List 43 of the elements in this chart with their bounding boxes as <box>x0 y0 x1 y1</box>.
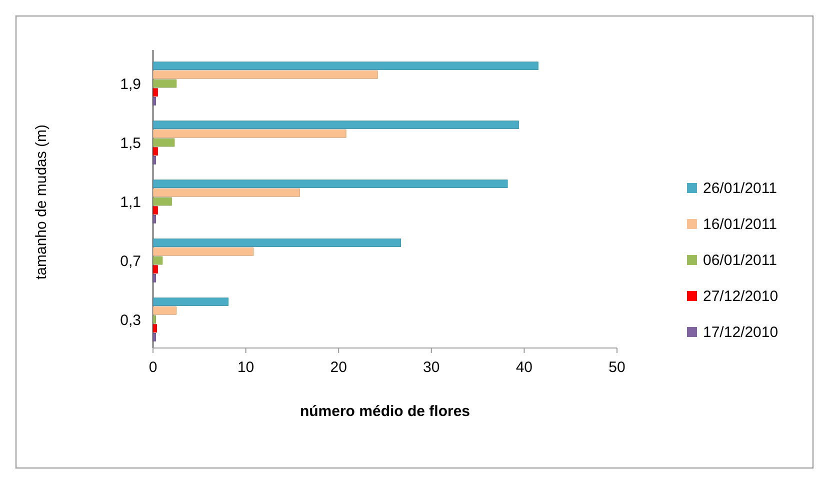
bar <box>152 79 176 88</box>
y-tick-label: 1,9 <box>120 76 141 94</box>
y-axis-title: tamanho de mudas (m) <box>33 124 50 280</box>
bar <box>152 120 519 129</box>
bar <box>152 188 300 197</box>
y-tick-label: 1,5 <box>120 135 141 152</box>
bar <box>152 324 157 332</box>
x-axis-title: número médio de flores <box>300 403 470 420</box>
x-tick-label: 50 <box>608 359 626 376</box>
bar <box>152 197 172 206</box>
bar <box>152 274 156 282</box>
legend-label: 26/01/2011 <box>703 180 777 197</box>
legend-label: 27/12/2010 <box>703 288 778 305</box>
bar <box>152 62 538 70</box>
y-tick-label: 0,7 <box>120 252 141 270</box>
bar <box>152 206 158 215</box>
bar <box>152 238 402 247</box>
bar <box>152 97 156 106</box>
bar <box>152 247 254 256</box>
bar <box>152 129 346 138</box>
bar <box>152 215 156 224</box>
legend-label: 17/12/2010 <box>703 324 778 341</box>
bar <box>152 147 158 156</box>
y-tick-label: 1,1 <box>120 194 141 211</box>
x-tick-label: 20 <box>330 359 347 376</box>
x-tick-label: 10 <box>237 359 254 376</box>
bar <box>152 70 378 79</box>
x-tick-label: 40 <box>516 359 533 376</box>
y-tick-label: 0,3 <box>120 312 141 329</box>
bar <box>152 138 175 147</box>
bar <box>152 180 508 188</box>
bar <box>152 256 163 265</box>
bar <box>152 333 156 342</box>
bar <box>152 156 156 164</box>
bar <box>152 88 158 97</box>
bar <box>152 315 156 324</box>
bar <box>152 306 176 315</box>
x-tick-label: 30 <box>423 359 440 376</box>
x-tick-label: 0 <box>148 359 158 376</box>
bar <box>152 298 228 306</box>
legend-label: 06/01/2011 <box>703 252 777 269</box>
bar <box>152 265 158 274</box>
legend-label: 16/01/2011 <box>703 216 777 233</box>
